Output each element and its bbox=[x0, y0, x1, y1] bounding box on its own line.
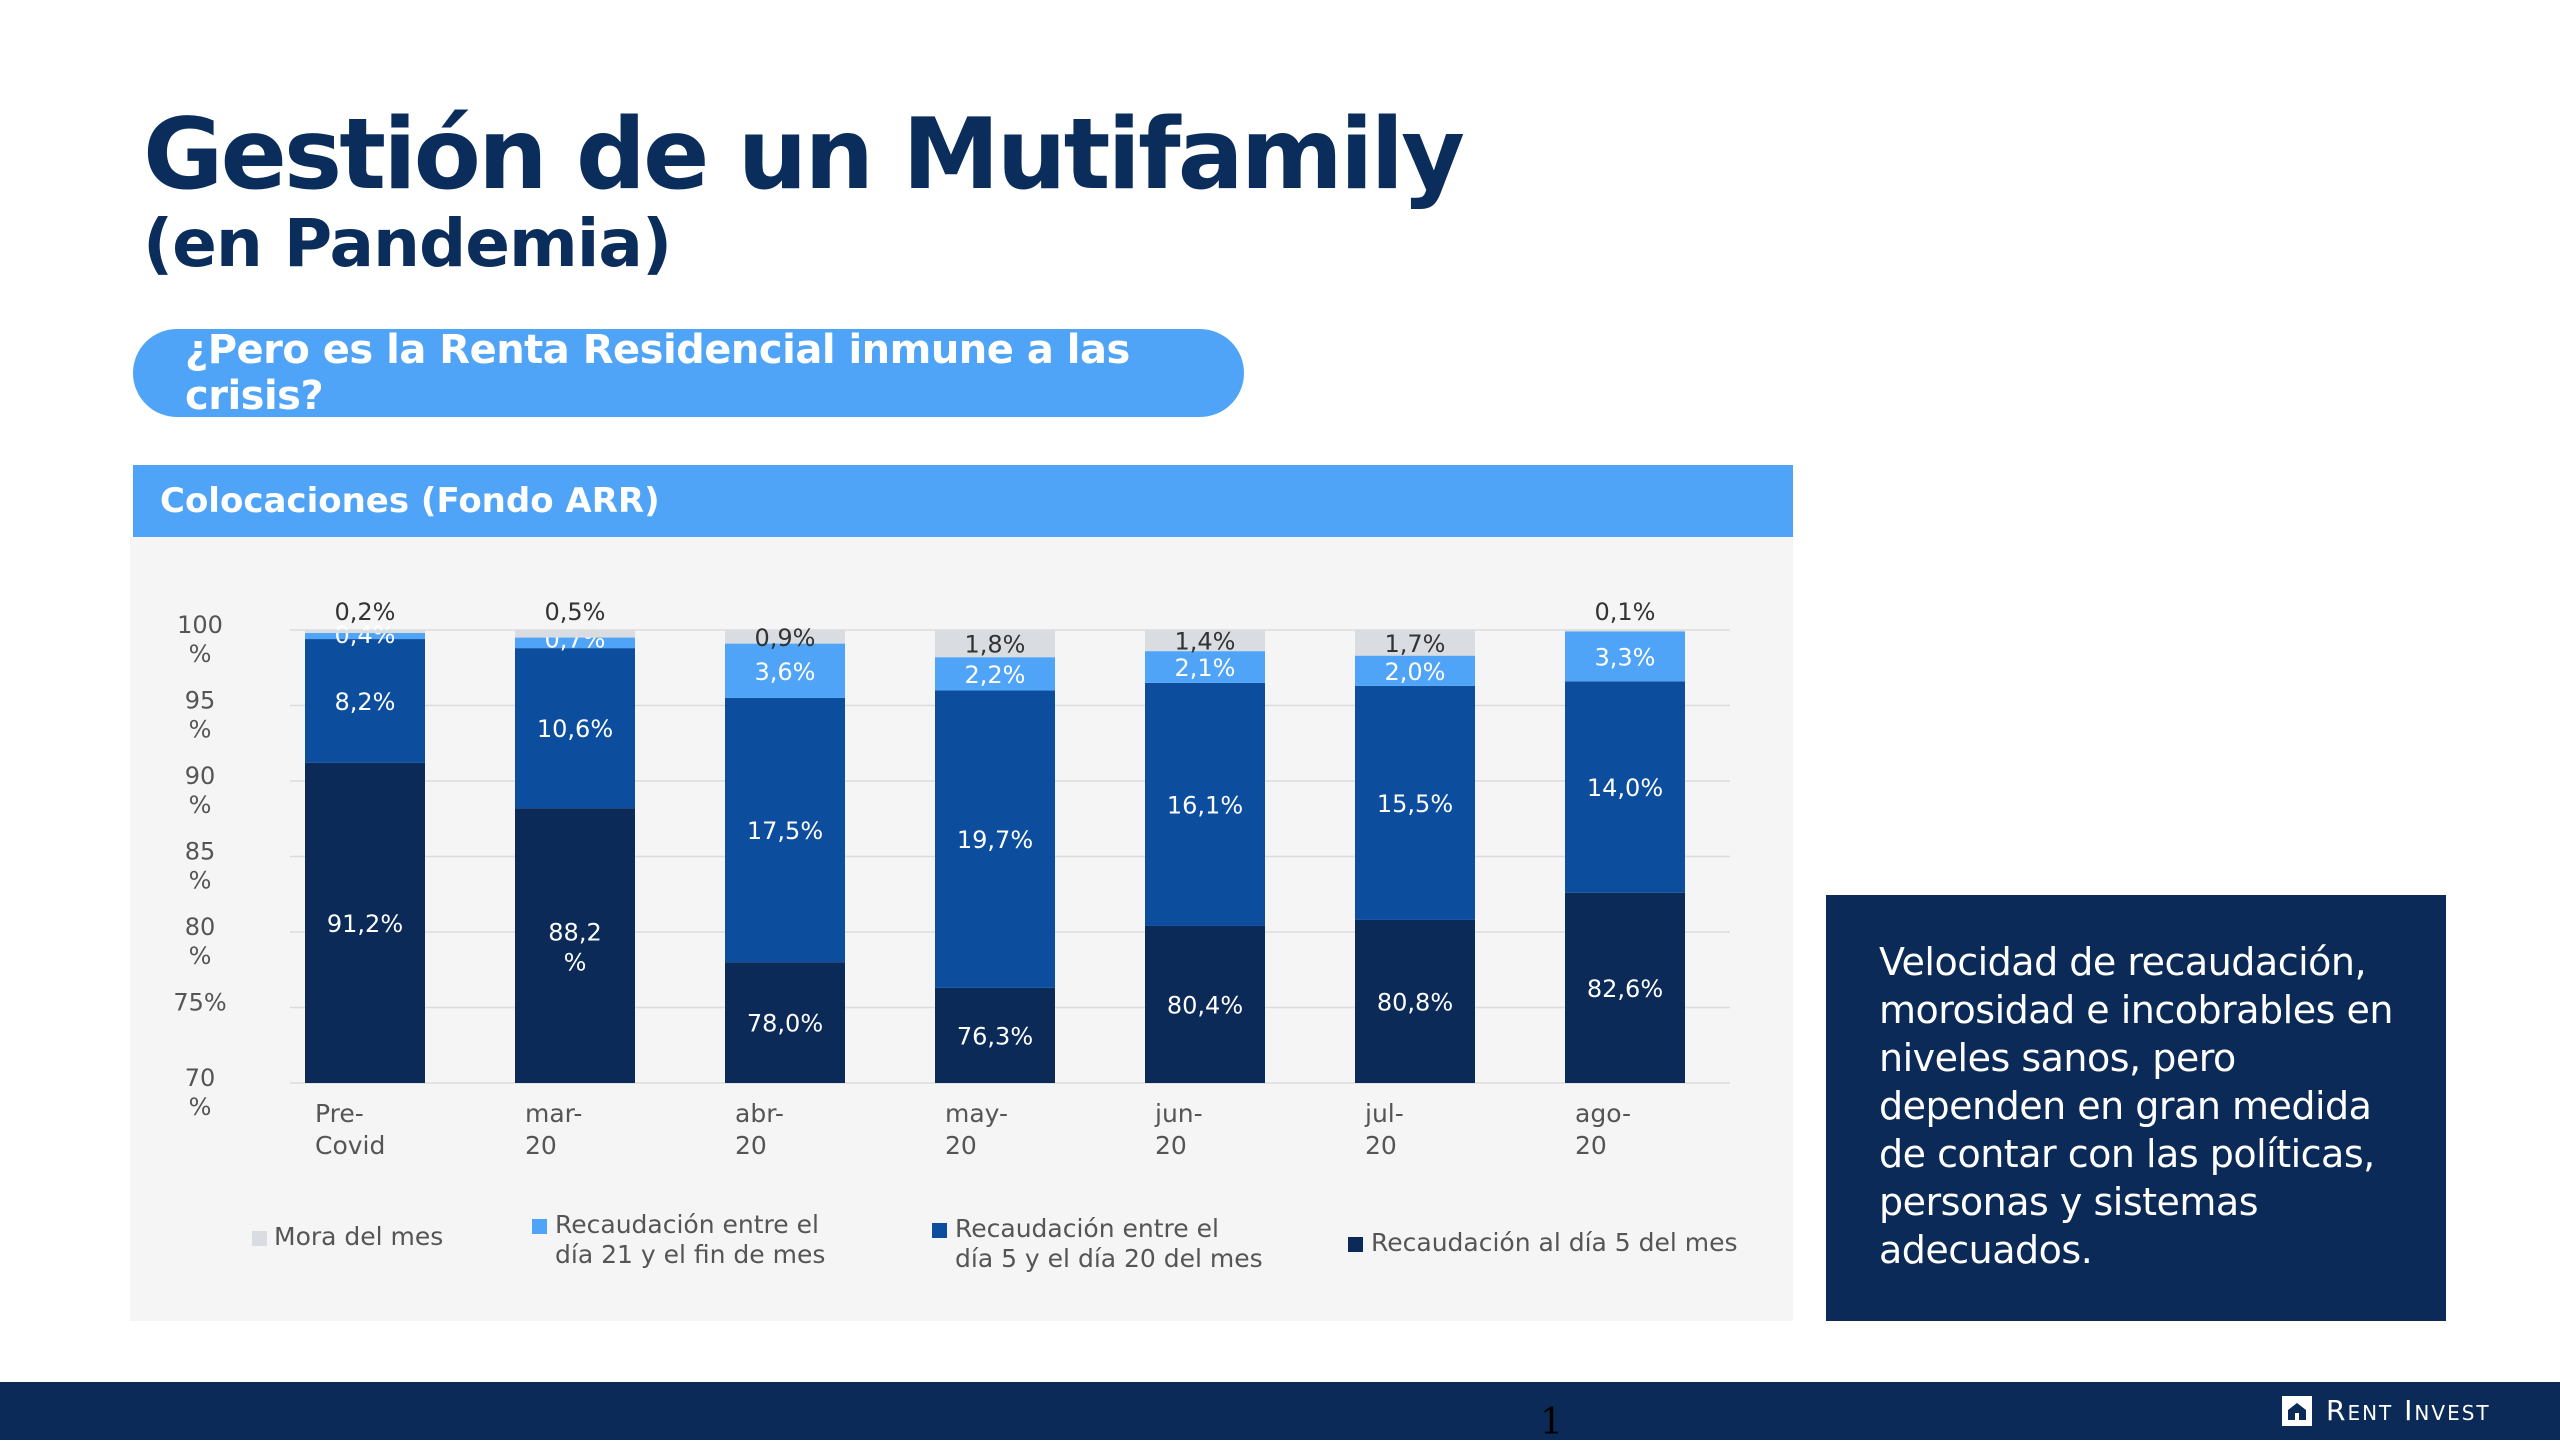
data-label: 8,2% bbox=[335, 688, 396, 716]
y-tick-label: 95% bbox=[185, 687, 216, 744]
data-label: 19,7% bbox=[957, 826, 1033, 854]
y-tick-label: 80% bbox=[185, 913, 216, 970]
house-icon bbox=[2282, 1395, 2312, 1426]
stacked-bar-chart: 100 % 95 % 90 % 85 % 80 % 75% 70 % 91,2% 88,2 % 78,0% 76,… bbox=[173, 598, 1738, 1273]
data-label: 78,0% bbox=[747, 1010, 823, 1038]
legend-swatch bbox=[1348, 1237, 1363, 1252]
data-label: 3,3% bbox=[1595, 643, 1656, 671]
data-label: 0,2% bbox=[335, 598, 396, 626]
bar-segment bbox=[935, 630, 1055, 658]
legend-label: Recaudación entre el día 5 y el día 20 de… bbox=[955, 1214, 1263, 1273]
data-label: 88,2% bbox=[548, 919, 601, 977]
bar-segment bbox=[1565, 892, 1685, 1083]
chart-panel: 100% 95% 90% 85% 80% 75% 70% 91,2% 88,2% 78,0% 76,… bbox=[130, 537, 1793, 1321]
bar-segment bbox=[1145, 651, 1265, 683]
data-label: 0,9% bbox=[755, 624, 816, 652]
bar-segment bbox=[1565, 631, 1685, 682]
data-label: 1,4% bbox=[1175, 628, 1236, 656]
x-tick-label: jul-20 bbox=[1364, 1099, 1404, 1160]
page-number: 1 bbox=[1540, 1402, 1563, 1443]
legend-swatch bbox=[252, 1231, 267, 1246]
bar-segment bbox=[935, 690, 1055, 988]
bar-segment bbox=[515, 808, 635, 1083]
data-label: 17,5% bbox=[747, 817, 823, 845]
bar-segment bbox=[305, 633, 425, 640]
bar-segment bbox=[1355, 685, 1475, 920]
bar-segment bbox=[1355, 655, 1475, 686]
legend-swatch bbox=[932, 1223, 947, 1238]
x-tick-label: jun-20 bbox=[1154, 1099, 1203, 1160]
data-label: 2,1% bbox=[1175, 654, 1236, 682]
info-text: Velocidad de recaudación, morosidad e in… bbox=[1879, 940, 2393, 1272]
data-label: 82,6% bbox=[1587, 975, 1663, 1003]
legend-label: Mora del mes bbox=[274, 1222, 443, 1251]
y-tick-label: 85% bbox=[185, 838, 216, 895]
info-box: Velocidad de recaudación, morosidad e in… bbox=[1826, 895, 2446, 1321]
bar-segment bbox=[725, 643, 845, 698]
bar-segment bbox=[1355, 630, 1475, 656]
legend-label: Recaudación entre el día 21 y el fin de m… bbox=[555, 1210, 825, 1269]
brand-name: Rent Invest bbox=[2326, 1394, 2491, 1427]
bar-segment bbox=[515, 637, 635, 649]
y-tick-label: 90% bbox=[185, 762, 216, 819]
question-text: ¿Pero es la Renta Residencial inmune a l… bbox=[185, 327, 1130, 419]
bar-segment bbox=[1565, 630, 1685, 632]
data-label: 0,4% bbox=[335, 621, 396, 649]
chart-header-title: Colocaciones (Fondo ARR) bbox=[160, 481, 660, 521]
question-banner: ¿Pero es la Renta Residencial inmune a l… bbox=[133, 327, 1244, 419]
y-tick-label: 70% bbox=[185, 1064, 216, 1121]
bar-segment bbox=[935, 987, 1055, 1083]
x-tick-label: mar-20 bbox=[525, 1099, 582, 1160]
data-label: 1,8% bbox=[965, 631, 1026, 659]
data-label: 14,0% bbox=[1587, 774, 1663, 802]
bar-segment bbox=[725, 962, 845, 1083]
data-label: 1,7% bbox=[1385, 630, 1446, 658]
bar-segment bbox=[515, 648, 635, 809]
bar-segment bbox=[725, 630, 845, 644]
slide-subtitle: (en Pandemia) bbox=[143, 205, 672, 282]
bar-segment bbox=[725, 697, 845, 963]
bar-segment bbox=[305, 630, 425, 634]
bar-segment bbox=[515, 630, 635, 638]
bar-segment bbox=[305, 639, 425, 763]
data-label: 80,4% bbox=[1167, 991, 1243, 1019]
data-label: 80,8% bbox=[1377, 988, 1453, 1016]
data-label: 16,1% bbox=[1167, 791, 1243, 819]
data-label: 76,3% bbox=[957, 1022, 1033, 1050]
y-tick-label: 75% bbox=[173, 989, 226, 1017]
data-label: 91,2% bbox=[327, 910, 403, 938]
x-tick-label: ago-20 bbox=[1575, 1099, 1631, 1160]
x-tick-label: may-20 bbox=[945, 1099, 1008, 1160]
footer-bar bbox=[0, 1382, 2560, 1440]
chart-header: Colocaciones (Fondo ARR) bbox=[133, 465, 1793, 537]
slide-title: Gestión de un Mutifamily bbox=[143, 98, 1465, 212]
bar-segment bbox=[1145, 925, 1265, 1083]
bar-segment bbox=[1145, 682, 1265, 926]
data-label: 10,6% bbox=[537, 715, 613, 743]
x-tick-label: Pre-Covid bbox=[315, 1099, 385, 1160]
data-label: 0,7% bbox=[545, 626, 606, 654]
y-tick-label: 100% bbox=[177, 611, 223, 668]
data-label: 3,6% bbox=[755, 658, 816, 686]
data-label: 15,5% bbox=[1377, 790, 1453, 818]
legend-swatch bbox=[532, 1219, 547, 1234]
bar-segment bbox=[935, 657, 1055, 691]
x-tick-label: abr-20 bbox=[735, 1099, 784, 1160]
data-label: 0,5% bbox=[545, 598, 606, 626]
data-label: 2,2% bbox=[965, 661, 1026, 689]
legend-label: Recaudación al día 5 del mes bbox=[1371, 1228, 1738, 1257]
data-label: 0,1% bbox=[1595, 598, 1656, 626]
bar-segment bbox=[1565, 681, 1685, 893]
brand-logo: Rent Invest bbox=[2282, 1394, 2491, 1427]
data-label: 2,0% bbox=[1385, 658, 1446, 686]
bar-segment bbox=[305, 762, 425, 1083]
bar-segment bbox=[1355, 919, 1475, 1083]
bar-segment bbox=[1145, 630, 1265, 652]
